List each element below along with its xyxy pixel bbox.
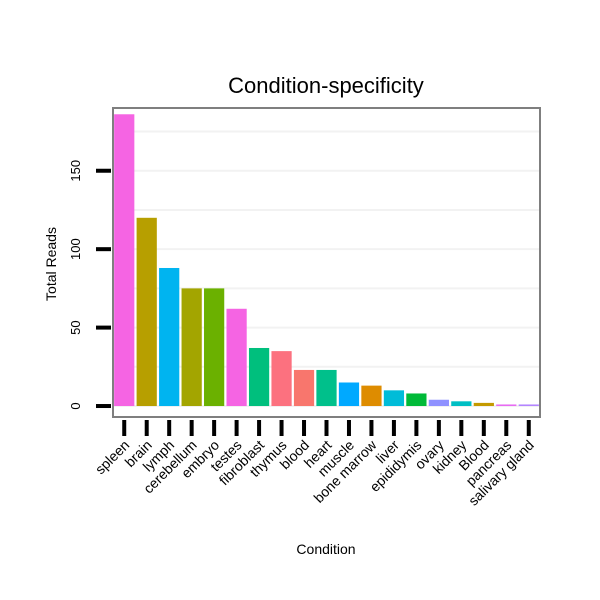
bar-embryo	[204, 288, 225, 407]
bar-blood	[473, 402, 494, 407]
bar-epididymis	[406, 393, 427, 407]
y-tick-label: 100	[68, 238, 83, 260]
bar-thymus	[271, 351, 292, 407]
bar-spleen	[114, 114, 135, 407]
bar-brain	[136, 217, 157, 407]
bar-kidney	[451, 401, 472, 407]
bar-testes	[226, 308, 247, 407]
bar-bone-marrow	[361, 385, 382, 407]
x-axis-label: Condition	[296, 541, 355, 557]
bar-lymph	[159, 267, 180, 407]
bar-blood	[293, 369, 315, 407]
bar-fibroblast	[248, 347, 270, 407]
chart-title: Condition-specificity	[228, 73, 424, 98]
plot-area: 050100150spleenbrainlymphcerebellumembry…	[68, 107, 541, 509]
y-tick-label: 50	[68, 320, 83, 334]
bar-muscle	[338, 382, 360, 407]
bar-liver	[383, 390, 405, 407]
bar-pancreas	[496, 404, 517, 407]
y-tick-label: 150	[68, 160, 83, 182]
bar-ovary	[428, 399, 449, 407]
y-tick-label: 0	[68, 402, 83, 409]
bar-cerebellum	[181, 288, 202, 407]
plot-border	[112, 107, 541, 418]
y-axis-label: Total Reads	[43, 227, 59, 301]
bar-salivary-gland	[518, 404, 539, 407]
bar-heart	[316, 369, 337, 407]
